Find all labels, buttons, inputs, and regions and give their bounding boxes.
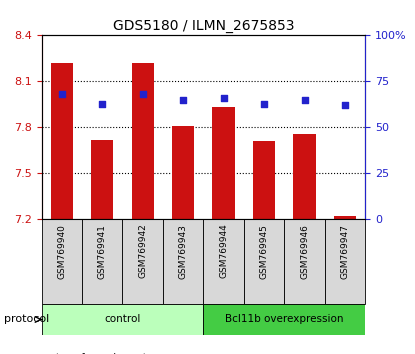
Text: GSM769946: GSM769946 <box>300 224 309 279</box>
Text: control: control <box>104 314 141 325</box>
Text: GSM769943: GSM769943 <box>178 224 188 279</box>
Bar <box>122 219 163 304</box>
Text: GSM769947: GSM769947 <box>340 224 349 279</box>
Point <box>261 101 267 106</box>
Point <box>59 91 65 97</box>
Bar <box>334 216 356 219</box>
Text: GSM769940: GSM769940 <box>57 224 66 279</box>
Point <box>139 91 146 97</box>
Bar <box>203 219 244 304</box>
Text: GSM769944: GSM769944 <box>219 224 228 279</box>
Text: GSM769942: GSM769942 <box>138 224 147 279</box>
Point <box>180 97 186 103</box>
Bar <box>284 219 325 304</box>
Bar <box>42 219 82 304</box>
Text: Bcl11b overexpression: Bcl11b overexpression <box>225 314 344 325</box>
Text: transformed count: transformed count <box>56 353 147 354</box>
Bar <box>293 133 316 219</box>
Bar <box>244 219 284 304</box>
Text: GSM769945: GSM769945 <box>259 224 269 279</box>
Bar <box>172 126 194 219</box>
Point <box>301 97 308 103</box>
Bar <box>212 108 235 219</box>
Bar <box>51 63 73 219</box>
Point <box>342 103 348 108</box>
Bar <box>253 141 275 219</box>
Bar <box>325 219 365 304</box>
Point <box>99 101 105 106</box>
Bar <box>42 304 203 335</box>
Title: GDS5180 / ILMN_2675853: GDS5180 / ILMN_2675853 <box>112 19 294 33</box>
Text: ■: ■ <box>42 353 51 354</box>
Point <box>220 95 227 101</box>
Bar <box>203 304 365 335</box>
Bar <box>163 219 203 304</box>
Bar <box>91 140 113 219</box>
Bar <box>82 219 122 304</box>
Text: GSM769941: GSM769941 <box>98 224 107 279</box>
Bar <box>132 63 154 219</box>
Text: protocol: protocol <box>4 314 49 325</box>
